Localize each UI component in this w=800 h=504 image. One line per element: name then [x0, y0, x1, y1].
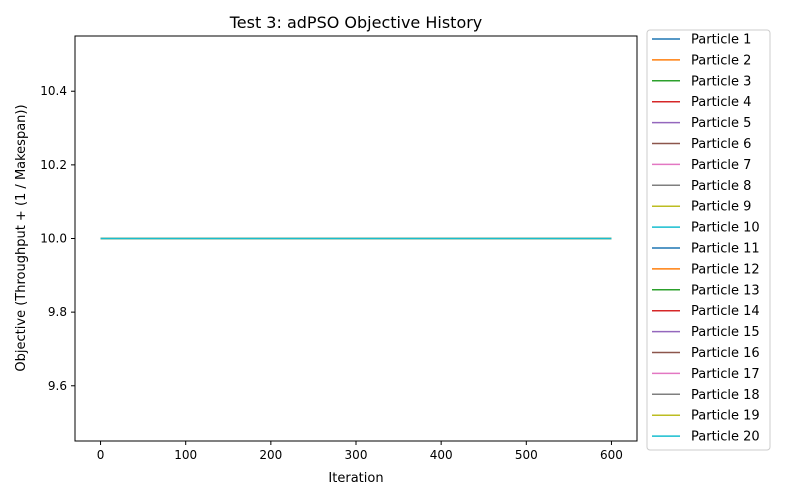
plot-area — [74, 35, 638, 442]
legend-label: Particle 8 — [691, 179, 751, 194]
legend-label: Particle 5 — [691, 116, 751, 131]
x-tick-label: 200 — [259, 448, 282, 462]
legend-item: Particle 8 — [652, 179, 751, 194]
y-tick-label: 9.6 — [48, 379, 67, 393]
legend-label: Particle 11 — [691, 242, 760, 257]
legend-label: Particle 9 — [691, 200, 751, 215]
legend-label: Particle 3 — [691, 74, 751, 89]
x-tick-label: 600 — [600, 448, 623, 462]
legend-item: Particle 17 — [652, 367, 760, 382]
x-tick-label: 0 — [97, 448, 105, 462]
legend-label: Particle 17 — [691, 367, 760, 382]
legend-item: Particle 9 — [652, 200, 751, 215]
legend-item: Particle 5 — [652, 116, 751, 131]
y-axis: 9.6 9.8 10.0 10.2 10.4 — [40, 84, 75, 393]
legend-item: Particle 1 — [652, 33, 751, 48]
legend-item: Particle 20 — [652, 430, 760, 445]
x-tick-label: 300 — [345, 448, 368, 462]
legend-item: Particle 16 — [652, 346, 760, 361]
x-axis-label: Iteration — [328, 471, 383, 486]
x-tick-label: 500 — [515, 448, 538, 462]
legend: Particle 1 Particle 2 Particle 3 Particle 4… — [646, 29, 771, 451]
y-tick-label: 10.0 — [40, 232, 67, 246]
legend-label: Particle 12 — [691, 262, 760, 277]
legend-item: Particle 7 — [652, 158, 751, 173]
legend-label: Particle 18 — [691, 388, 760, 403]
y-tick-label: 10.2 — [40, 158, 67, 172]
legend-label: Particle 14 — [691, 304, 760, 319]
legend-item: Particle 4 — [652, 95, 751, 110]
legend-item: Particle 18 — [652, 388, 760, 403]
legend-item: Particle 11 — [652, 242, 760, 257]
x-axis: 0 100 200 300 400 500 600 — [97, 441, 623, 462]
legend-label: Particle 13 — [691, 283, 760, 298]
legend-item: Particle 15 — [652, 325, 760, 340]
legend-item: Particle 10 — [652, 221, 760, 236]
chart-title: Test 3: adPSO Objective History — [229, 13, 483, 32]
legend-box — [646, 29, 771, 451]
legend-label: Particle 7 — [691, 158, 751, 173]
legend-label: Particle 15 — [691, 325, 760, 340]
x-tick-label: 400 — [430, 448, 453, 462]
legend-item: Particle 6 — [652, 137, 751, 152]
legend-item: Particle 2 — [652, 53, 751, 68]
legend-label: Particle 16 — [691, 346, 760, 361]
legend-label: Particle 20 — [691, 430, 760, 445]
legend-item: Particle 13 — [652, 283, 760, 298]
x-tick-label: 100 — [174, 448, 197, 462]
y-axis-label: Objective (Throughput + (1 / Makespan)) — [14, 104, 29, 371]
legend-label: Particle 10 — [691, 221, 760, 236]
legend-item: Particle 12 — [652, 262, 760, 277]
y-tick-label: 9.8 — [48, 305, 67, 319]
legend-label: Particle 1 — [691, 33, 751, 48]
legend-item: Particle 19 — [652, 409, 760, 424]
legend-item: Particle 3 — [652, 74, 751, 89]
legend-label: Particle 19 — [691, 409, 760, 424]
y-tick-label: 10.4 — [40, 84, 67, 98]
legend-label: Particle 6 — [691, 137, 751, 152]
legend-item: Particle 14 — [652, 304, 760, 319]
legend-label: Particle 2 — [691, 53, 751, 68]
legend-label: Particle 4 — [691, 95, 751, 110]
